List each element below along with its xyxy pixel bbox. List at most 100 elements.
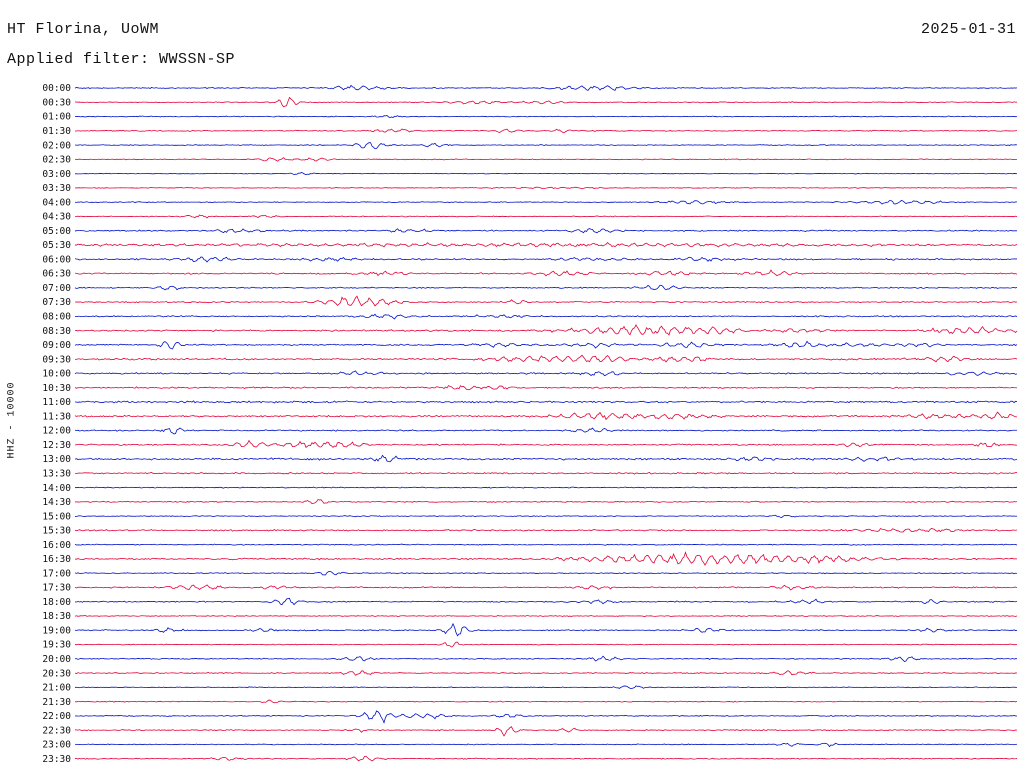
station-title: HT Florina, UoWM: [7, 21, 160, 38]
seismo-trace: [74, 699, 1018, 704]
time-label: 02:30: [42, 155, 71, 166]
time-label: 18:00: [42, 597, 71, 608]
seismo-trace: [74, 670, 1018, 676]
seismo-trace: [74, 313, 1018, 320]
time-label: 13:30: [42, 469, 71, 480]
seismo-trace: [74, 543, 1018, 546]
time-label: 17:30: [42, 583, 71, 594]
seismo-trace: [74, 114, 1018, 119]
time-label: 02:00: [42, 140, 71, 151]
seismo-trace: [74, 597, 1018, 606]
seismo-trace: [74, 142, 1018, 150]
seismo-trace: [74, 486, 1018, 489]
seismo-trace: [74, 641, 1018, 648]
seismo-trace: [74, 514, 1018, 519]
time-label: 21:00: [42, 683, 71, 694]
seismo-trace: [74, 186, 1018, 190]
time-label: 19:00: [42, 626, 71, 637]
time-label: 00:00: [42, 83, 71, 94]
seismo-trace: [74, 214, 1018, 219]
time-label: 04:30: [42, 212, 71, 223]
date-label: 2025-01-31: [920, 21, 1016, 38]
time-label: 07:00: [42, 283, 71, 294]
time-label: 04:00: [42, 197, 71, 208]
seismo-trace: [74, 269, 1018, 277]
time-label: 06:00: [42, 254, 71, 265]
seismo-trace: [74, 256, 1018, 263]
seismo-trace: [74, 655, 1018, 662]
seismo-trace: [74, 340, 1018, 350]
time-label: 18:30: [42, 611, 71, 622]
seismo-trace: [74, 385, 1018, 391]
time-label: 14:00: [42, 483, 71, 494]
seismo-trace: [74, 527, 1018, 533]
time-label: 17:00: [42, 568, 71, 579]
seismo-trace: [74, 427, 1017, 435]
filter-label: Applied filter: WWSSN-SP: [7, 51, 236, 68]
time-label: 03:00: [42, 169, 71, 180]
seismo-trace: [74, 551, 1018, 566]
seismo-trace: [74, 499, 1018, 505]
seismo-trace: [74, 324, 1018, 336]
time-label: 20:30: [42, 668, 71, 679]
time-label: 13:00: [42, 454, 71, 465]
time-label: 23:00: [42, 740, 71, 751]
time-label: 12:00: [42, 426, 71, 437]
time-label: 19:30: [42, 640, 71, 651]
time-label: 01:30: [42, 126, 71, 137]
seismo-trace: [74, 471, 1018, 475]
seismo-trace: [74, 354, 1018, 363]
time-label: 22:30: [42, 725, 71, 736]
seismo-trace: [74, 584, 1018, 591]
time-label: 16:00: [42, 540, 71, 551]
time-label: 10:00: [42, 369, 71, 380]
time-label: 22:00: [42, 711, 71, 722]
seismo-trace: [74, 84, 1018, 91]
time-label: 14:30: [42, 497, 71, 508]
time-label: 07:30: [42, 297, 71, 308]
seismo-trace: [74, 199, 1018, 205]
seismo-trace: [74, 284, 1018, 291]
time-label: 16:30: [42, 554, 71, 565]
time-label: 20:00: [42, 654, 71, 665]
time-label: 08:00: [42, 312, 71, 323]
time-label: 10:30: [42, 383, 71, 394]
seismo-trace: [74, 241, 1018, 248]
seismo-trace: [74, 742, 1018, 748]
time-label: 11:30: [42, 411, 71, 422]
seismo-trace: [74, 370, 1018, 377]
seismo-trace: [74, 228, 1017, 234]
seismo-trace: [74, 615, 1018, 617]
time-label: 01:00: [42, 112, 71, 123]
time-label: 12:30: [42, 440, 71, 451]
time-label: 21:30: [42, 697, 71, 708]
time-label: 00:30: [42, 98, 71, 109]
time-label: 05:30: [42, 240, 71, 251]
time-label: 09:00: [42, 340, 71, 351]
seismo-trace: [74, 710, 1018, 724]
time-label: 08:30: [42, 326, 71, 337]
seismo-trace: [74, 157, 1018, 162]
seismo-trace: [74, 571, 1018, 576]
time-label: 05:00: [42, 226, 71, 237]
seismo-trace: [74, 454, 1018, 463]
seismo-trace: [74, 172, 1018, 176]
time-label: 06:30: [42, 269, 71, 280]
seismo-trace: [74, 96, 1018, 108]
seismo-trace: [74, 128, 1018, 134]
seismo-trace: [74, 295, 1018, 307]
seismo-trace: [74, 411, 1018, 421]
seismo-trace: [74, 755, 1018, 762]
time-label: 03:30: [42, 183, 71, 194]
time-label: 15:00: [42, 511, 71, 522]
seismo-trace: [74, 685, 1018, 690]
seismo-trace: [74, 622, 1018, 637]
time-label: 15:30: [42, 526, 71, 537]
time-label: 23:30: [42, 754, 71, 765]
seismo-trace: [74, 400, 1018, 404]
seismo-trace: [74, 726, 1018, 737]
time-label: 11:00: [42, 397, 71, 408]
seismo-trace: [74, 439, 1018, 449]
